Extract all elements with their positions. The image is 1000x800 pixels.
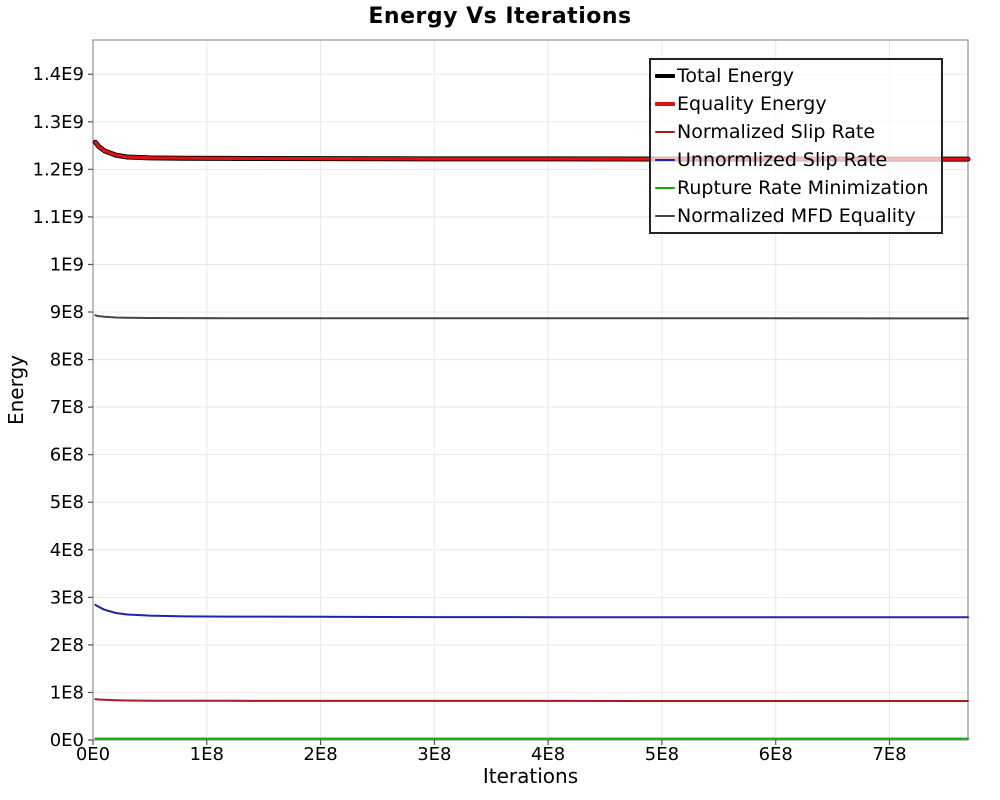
x-tick-label: 6E8 <box>759 744 793 765</box>
y-tick-label: 1.4E9 <box>33 64 84 85</box>
legend-item: Rupture Rate Minimization <box>655 174 937 202</box>
legend-item: Normalized MFD Equality <box>655 202 937 230</box>
x-axis-title: Iterations <box>482 764 579 788</box>
y-tick-label: 1E8 <box>50 682 84 703</box>
y-tick-label: 0E0 <box>50 730 84 751</box>
x-tick-label: 5E8 <box>645 744 679 765</box>
y-tick-label: 5E8 <box>50 492 84 513</box>
y-tick-label: 6E8 <box>50 445 84 466</box>
y-tick-label: 1.3E9 <box>33 112 84 133</box>
legend-item: Total Energy <box>655 62 937 90</box>
series-line-unnormlized-slip-rate <box>94 603 969 619</box>
legend: Total Energy Equality Energy Normalized … <box>649 58 943 234</box>
legend-label: Equality Energy <box>677 93 827 115</box>
legend-item: Normalized Slip Rate <box>655 118 937 146</box>
y-tick-label: 8E8 <box>50 350 84 371</box>
y-tick-label: 9E8 <box>50 302 84 323</box>
y-tick-label: 4E8 <box>50 540 84 561</box>
legend-swatch <box>655 131 675 133</box>
y-tick-label: 1.2E9 <box>33 159 84 180</box>
legend-swatch <box>655 74 675 78</box>
y-tick-label: 7E8 <box>50 397 84 418</box>
legend-label: Rupture Rate Minimization <box>677 177 929 199</box>
y-tick-label: 2E8 <box>50 635 84 656</box>
series-line-normalized-slip-rate <box>94 698 969 702</box>
chart-title: Energy Vs Iterations <box>368 4 632 29</box>
legend-swatch <box>655 187 675 189</box>
x-tick-label: 2E8 <box>303 744 337 765</box>
x-tick-label: 1E8 <box>190 744 224 765</box>
legend-label: Unnormlized Slip Rate <box>677 149 888 171</box>
legend-swatch <box>655 102 675 106</box>
legend-label: Total Energy <box>677 65 794 87</box>
x-tick-label: 7E8 <box>872 744 906 765</box>
x-tick-label: 0E0 <box>76 744 110 765</box>
y-tick-label: 3E8 <box>50 587 84 608</box>
legend-item: Unnormlized Slip Rate <box>655 146 937 174</box>
y-tick-label: 1.1E9 <box>33 207 84 228</box>
plot-frame <box>92 39 969 741</box>
x-tick-label: 4E8 <box>531 744 565 765</box>
y-tick-label: 1E9 <box>50 254 84 275</box>
legend-label: Normalized Slip Rate <box>677 121 876 143</box>
legend-swatch <box>655 215 675 217</box>
x-tick-label: 3E8 <box>417 744 451 765</box>
legend-swatch <box>655 159 675 161</box>
legend-label: Normalized MFD Equality <box>677 205 916 227</box>
legend-item: Equality Energy <box>655 90 937 118</box>
series-line-normalized-mfd-equality <box>94 314 969 320</box>
